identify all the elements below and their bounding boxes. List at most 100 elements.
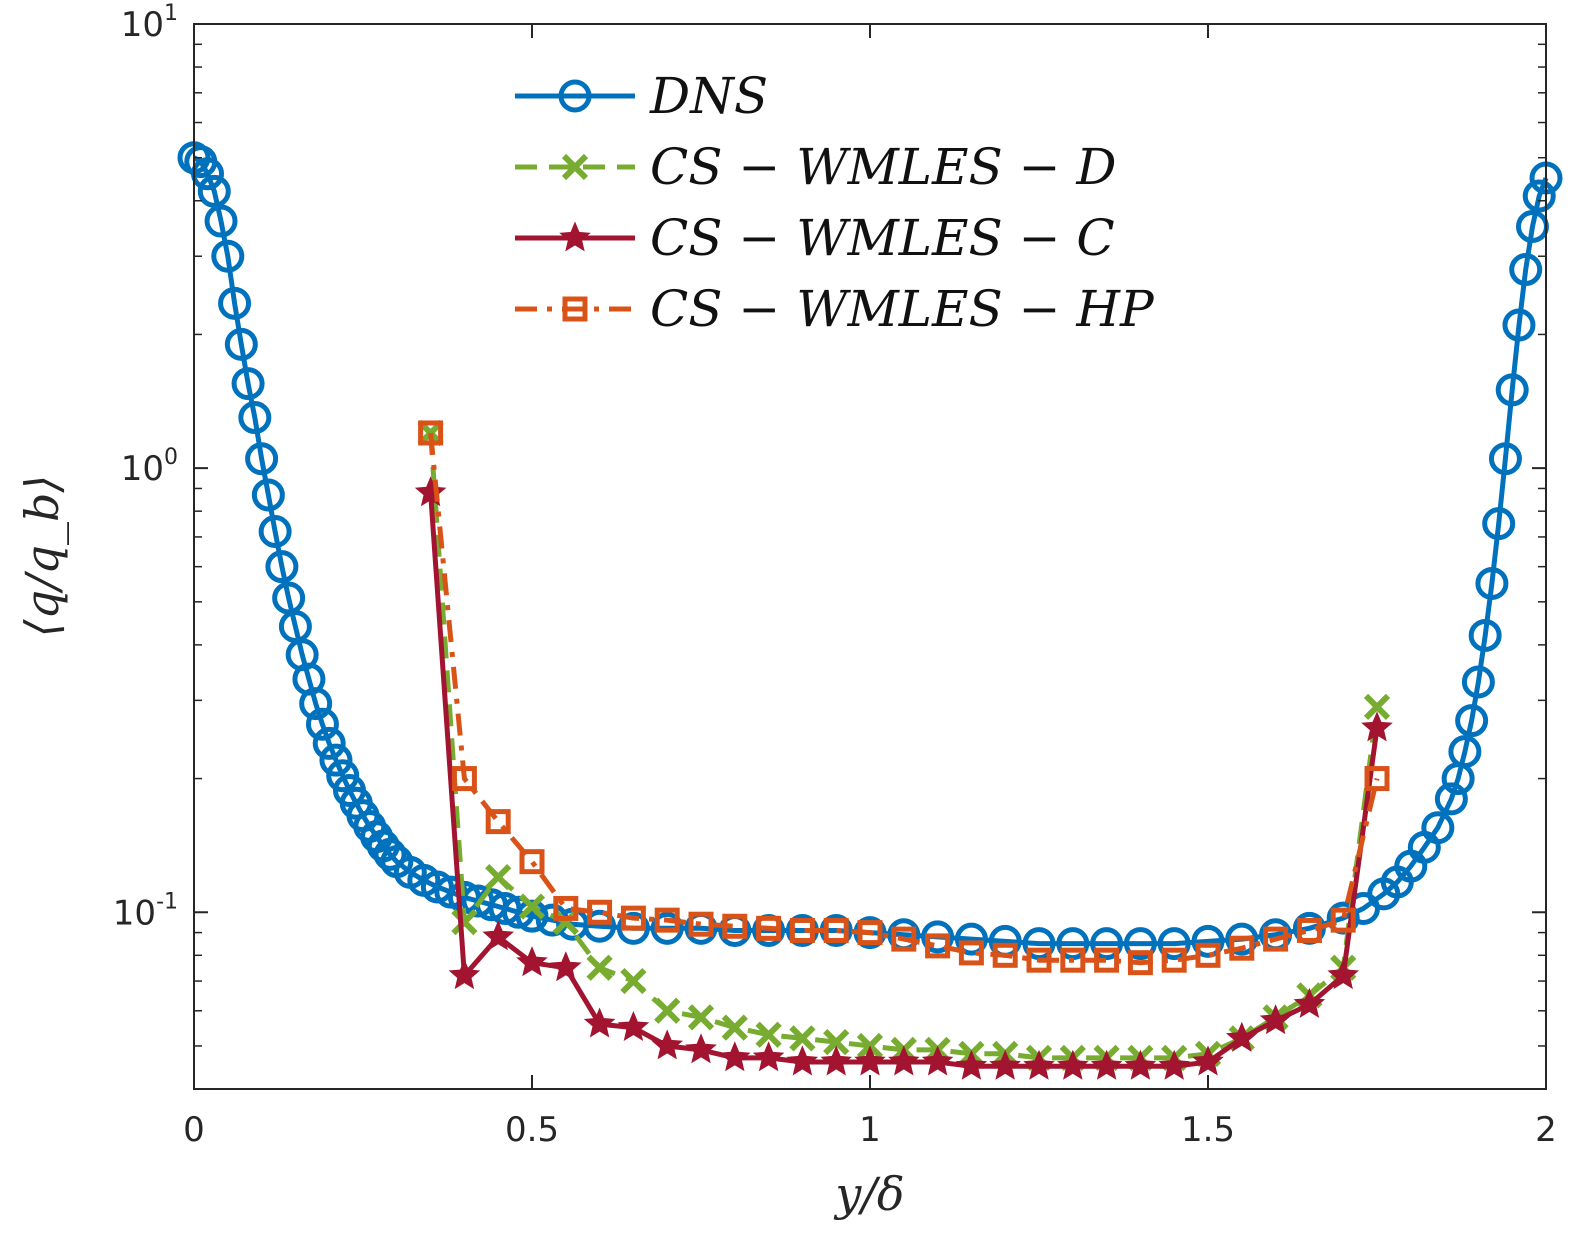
data-point: [921, 1045, 954, 1076]
x-tick-label: 1: [859, 1110, 881, 1150]
data-point: [1364, 766, 1390, 792]
data-point: [1488, 442, 1522, 476]
data-point: [1448, 735, 1482, 769]
data-point: [888, 1045, 920, 1076]
data-point: [224, 327, 258, 361]
data-point: [245, 442, 279, 476]
legend-marker: [561, 153, 589, 181]
legend-entry: CS − WMLES − D: [515, 138, 1117, 196]
data-point: [1296, 917, 1322, 943]
legend-entry: CS − WMLES − C: [515, 209, 1115, 267]
data-point: [891, 926, 917, 952]
data-point: [251, 478, 285, 512]
data-point: [755, 1021, 782, 1048]
data-point: [485, 809, 511, 835]
data-point: [373, 837, 407, 871]
data-point: [955, 1049, 988, 1080]
data-point: [1090, 1049, 1123, 1080]
legend-entry: CS − WMLES − HP: [515, 280, 1155, 338]
data-point: [550, 951, 582, 982]
data-point: [654, 907, 680, 933]
data-point: [921, 920, 955, 954]
data-point: [823, 1029, 850, 1056]
data-point: [519, 849, 545, 875]
legend-label: CS − WMLES − HP: [650, 280, 1155, 338]
data-point: [654, 997, 681, 1024]
data-point: [1022, 927, 1056, 961]
data-point: [1195, 942, 1221, 968]
data-point: [616, 911, 650, 945]
data-point: [319, 743, 353, 777]
data-point: [925, 933, 951, 959]
data-point: [687, 1004, 715, 1031]
data-point: [1056, 927, 1090, 961]
data-point: [553, 895, 579, 921]
data-point: [1327, 958, 1359, 990]
data-point: [620, 967, 647, 995]
data-point: [854, 1045, 886, 1076]
data-point: [1259, 1004, 1292, 1035]
data-point: [448, 958, 481, 990]
data-point: [451, 766, 477, 792]
data-point: [1225, 922, 1259, 956]
series-cs-wmles-d: [417, 419, 1391, 1072]
data-point: [583, 1007, 616, 1038]
data-point: [218, 286, 252, 320]
data-point: [1229, 935, 1255, 961]
data-point: [989, 1049, 1021, 1080]
data-point: [992, 942, 1018, 968]
data-point: [197, 174, 231, 208]
data-point: [1057, 1049, 1089, 1080]
series-cs-wmles-hp: [418, 420, 1390, 976]
data-point: [823, 917, 849, 943]
data-point: [204, 204, 238, 238]
data-point: [1461, 665, 1495, 699]
data-point: [1094, 947, 1120, 973]
data-point: [238, 401, 272, 435]
data-point: [312, 726, 346, 760]
y-axis-title: ⟨q/q_b⟩: [15, 475, 69, 638]
data-point: [1522, 179, 1556, 213]
data-point: [583, 909, 617, 943]
legend: DNS CS − WMLES − D CS − WMLES − C CS − WMLE…: [515, 67, 1155, 338]
data-point: [1495, 373, 1529, 407]
x-axis-title: y/δ: [833, 1167, 904, 1221]
data-point: [418, 420, 444, 446]
data-point: [1482, 507, 1516, 541]
data-point: [258, 514, 292, 548]
series-cs-wmles-c: [414, 476, 1393, 1080]
data-point: [1263, 926, 1289, 952]
data-point: [482, 920, 514, 951]
data-point: [485, 863, 512, 891]
data-point: [1468, 618, 1502, 652]
series-layer: [177, 141, 1563, 1080]
data-point: [954, 922, 988, 956]
x-tick-label: 0: [183, 1110, 205, 1150]
x-tick-label: 0.5: [505, 1110, 559, 1150]
data-point: [1127, 950, 1153, 976]
data-point: [1226, 1021, 1258, 1052]
data-point: [1363, 693, 1391, 721]
data-point: [451, 909, 478, 936]
data-point: [857, 920, 883, 946]
data-point: [1293, 987, 1326, 1018]
y-tick-label: 100: [121, 445, 178, 489]
legend-marker: [558, 79, 592, 113]
data-point: [685, 1033, 717, 1064]
data-point: [651, 1029, 683, 1060]
data-point: [1191, 924, 1225, 958]
data-point: [305, 707, 339, 741]
data-point: [756, 915, 782, 941]
data-point: [587, 899, 613, 925]
data-point: [1192, 1045, 1224, 1076]
data-point: [786, 1045, 819, 1076]
data-point: [1026, 947, 1052, 973]
data-point: [722, 913, 748, 939]
data-point: [516, 946, 548, 977]
data-point: [1421, 811, 1455, 845]
data-point: [501, 895, 535, 929]
data-point: [617, 1010, 650, 1041]
data-point: [1161, 947, 1187, 973]
